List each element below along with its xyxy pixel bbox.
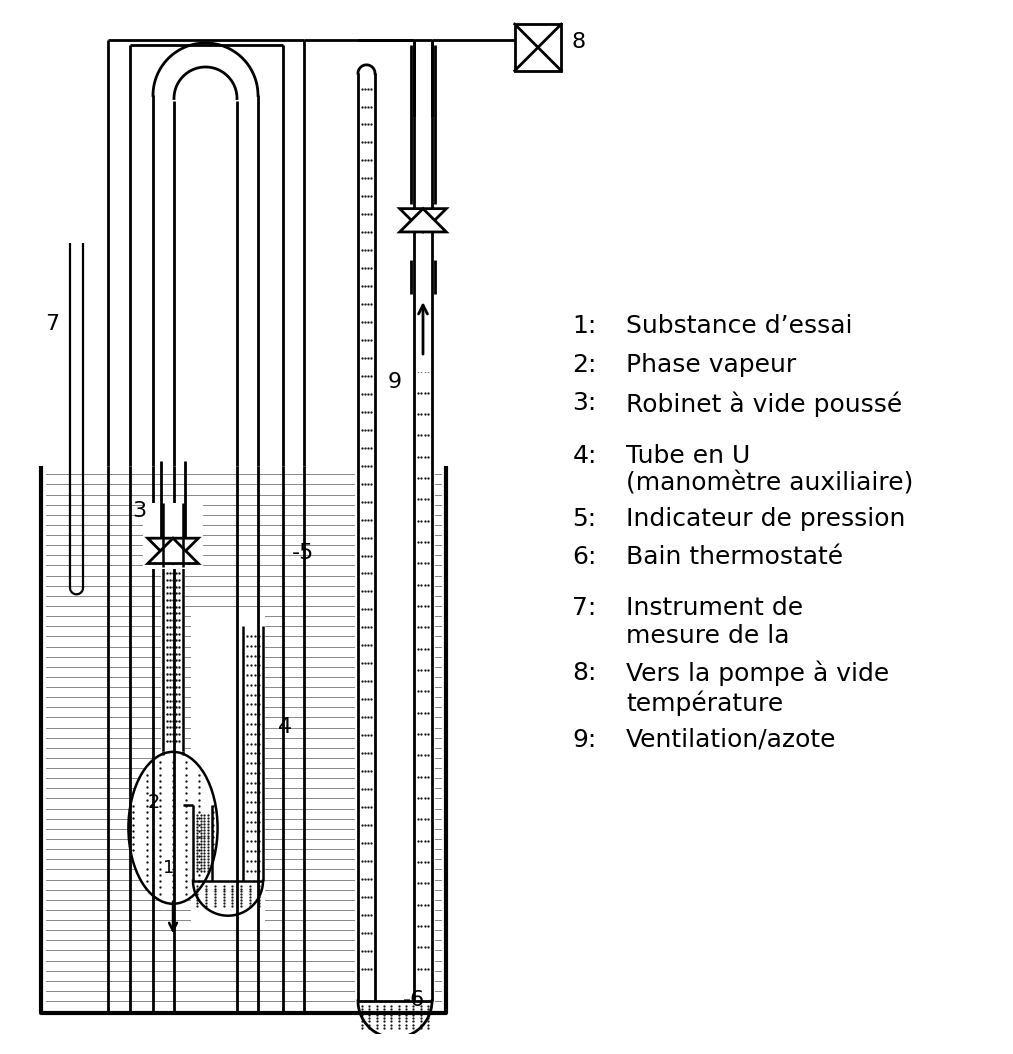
Text: 8:: 8: [572, 661, 597, 685]
Text: 3: 3 [133, 501, 147, 521]
Text: Ventilation/azote: Ventilation/azote [626, 727, 837, 752]
Text: 7: 7 [45, 314, 59, 334]
Text: -5: -5 [292, 544, 314, 564]
Text: 8: 8 [571, 33, 586, 53]
Text: 1: 1 [163, 859, 174, 877]
Text: 4:: 4: [572, 444, 597, 468]
Text: 3:: 3: [572, 391, 597, 415]
Text: 6:: 6: [572, 545, 597, 569]
Ellipse shape [129, 752, 218, 903]
Text: 9: 9 [388, 372, 402, 392]
Polygon shape [400, 209, 447, 232]
Text: 1:: 1: [572, 314, 597, 338]
Text: Vers la pompe à vide
température: Vers la pompe à vide température [626, 661, 889, 716]
Text: Substance d’essai: Substance d’essai [626, 314, 853, 338]
Bar [515, 24, 561, 71]
Text: Tube en U
(manomètre auxiliaire): Tube en U (manomètre auxiliaire) [626, 444, 914, 495]
Text: 2:: 2: [572, 353, 597, 376]
Text: 9:: 9: [572, 727, 597, 752]
Text: Indicateur de pression: Indicateur de pression [626, 507, 906, 531]
Text: 2: 2 [148, 793, 160, 812]
Text: Instrument de
mesure de la: Instrument de mesure de la [626, 596, 803, 648]
Text: Robinet à vide poussé: Robinet à vide poussé [626, 391, 903, 416]
Text: -6: -6 [403, 990, 425, 1010]
Bar [191, 616, 265, 921]
Text: 4: 4 [279, 718, 293, 738]
Bar [143, 503, 204, 568]
Bar [355, 46, 435, 1022]
Text: 7:: 7: [572, 596, 597, 620]
Text: 5:: 5: [572, 507, 597, 531]
Text: Bain thermostaté: Bain thermostaté [626, 545, 843, 569]
Polygon shape [148, 539, 199, 564]
Polygon shape [400, 209, 447, 232]
Text: Phase vapeur: Phase vapeur [626, 353, 796, 376]
Polygon shape [148, 539, 199, 564]
Bar [161, 523, 185, 842]
Bar [411, 40, 436, 372]
